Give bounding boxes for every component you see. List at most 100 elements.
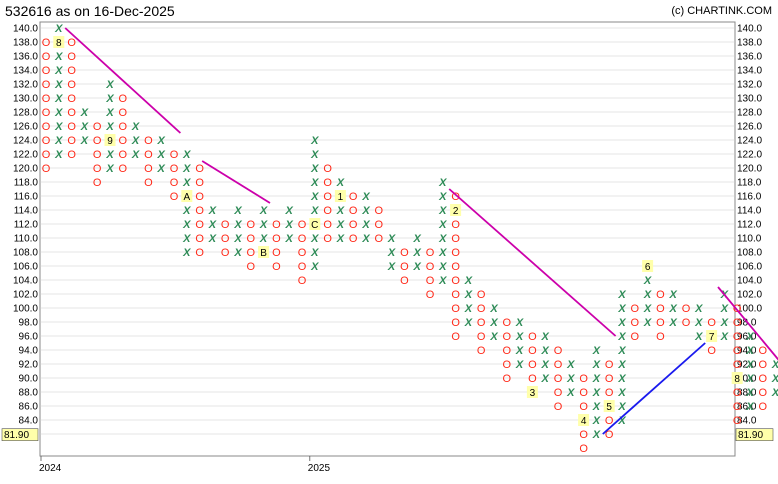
x-mark: X (694, 317, 703, 329)
o-mark: O (119, 107, 128, 119)
o-mark: O (554, 345, 563, 357)
x-mark: X (438, 261, 447, 273)
x-mark: X (489, 317, 498, 329)
x-mark: X (105, 93, 114, 105)
x-mark: X (643, 275, 652, 287)
x-mark: X (54, 23, 63, 35)
x-mark: X (105, 121, 114, 133)
o-mark: O (707, 317, 716, 329)
x-mark: X (745, 345, 754, 357)
x-mark: X (80, 107, 89, 119)
o-mark: O (67, 121, 76, 133)
o-mark: O (477, 331, 486, 343)
grid (39, 21, 736, 457)
o-mark: O (247, 261, 256, 273)
o-mark: O (426, 289, 435, 301)
x-mark: X (54, 65, 63, 77)
o-mark: O (451, 219, 460, 231)
o-mark: O (451, 247, 460, 259)
x-mark: X (157, 163, 166, 175)
o-mark: O (323, 163, 332, 175)
o-mark: O (93, 149, 102, 161)
o-mark: O (759, 387, 768, 399)
trendlines (64, 27, 778, 435)
y-tick-label-left: 96.0 (19, 332, 39, 343)
x-mark: X (310, 177, 319, 189)
o-mark: O (759, 345, 768, 357)
month-marker-box (181, 190, 193, 202)
y-tick-label-right: 140.0 (737, 24, 762, 35)
o-mark: O (42, 107, 51, 119)
o-mark: O (477, 303, 486, 315)
o-mark: O (67, 79, 76, 91)
x-mark: X (438, 219, 447, 231)
o-mark: O (298, 219, 307, 231)
x-mark: X (233, 247, 242, 259)
x-mark: X (131, 149, 140, 161)
x-mark: X (489, 303, 498, 315)
x-mark: X (617, 387, 626, 399)
last-price-box-left (1, 428, 39, 442)
x-mark: X (464, 275, 473, 287)
x-mark: X (208, 205, 217, 217)
month-marker-box (258, 246, 270, 258)
y-tick-label-left: 128.0 (13, 108, 38, 119)
x-mark: X (694, 303, 703, 315)
x-mark: X (617, 415, 626, 427)
y-tick-label-left: 124.0 (13, 136, 38, 147)
y-tick-label-left: 120.0 (13, 164, 38, 175)
x-mark: X (617, 289, 626, 301)
o-mark: O (733, 317, 742, 329)
month-marker-box (526, 386, 538, 398)
y-tick-label-left: 106.0 (13, 262, 38, 273)
x-mark: X (617, 373, 626, 385)
o-mark: O (579, 373, 588, 385)
o-mark: O (503, 373, 512, 385)
o-mark: O (759, 401, 768, 413)
o-mark: O (451, 275, 460, 287)
x-mark: X (592, 373, 601, 385)
axes: 140.0 140.0 138.0 138.0 136.0 136.0 134.0 134.0… (1, 24, 774, 474)
y-tick-label-left: 110.0 (14, 234, 39, 245)
o-mark: O (400, 275, 409, 287)
o-mark: O (119, 149, 128, 161)
o-mark: O (298, 275, 307, 287)
x-mark: X (771, 359, 778, 371)
o-mark: O (375, 233, 384, 245)
o-mark: O (272, 233, 281, 245)
x-mark: X (515, 345, 524, 357)
month-marker: 8 (734, 374, 740, 385)
o-mark: O (579, 401, 588, 413)
x-mark: X (515, 317, 524, 329)
y-tick-label-right: 108.0 (737, 248, 762, 259)
y-tick-label-left: 98.0 (19, 318, 39, 329)
x-mark: X (694, 331, 703, 343)
o-mark: O (349, 205, 358, 217)
x-mark: X (208, 219, 217, 231)
o-mark: O (605, 429, 614, 441)
x-mark: X (669, 317, 678, 329)
o-mark: O (682, 317, 691, 329)
o-mark: O (67, 51, 76, 63)
o-mark: O (195, 163, 204, 175)
month-marker: 9 (107, 136, 113, 147)
y-tick-label-right: 136.0 (737, 52, 762, 63)
month-marker-box (731, 372, 743, 384)
x-mark: X (54, 149, 63, 161)
y-tick-label-right: 86.0 (737, 402, 757, 413)
x-mark: X (208, 233, 217, 245)
o-mark: O (298, 247, 307, 259)
o-mark: O (631, 303, 640, 315)
x-mark: X (541, 331, 550, 343)
x-mark: X (413, 233, 422, 245)
x-mark: X (720, 317, 729, 329)
x-mark: X (592, 429, 601, 441)
x-mark: X (285, 205, 294, 217)
o-mark: O (451, 317, 460, 329)
x-mark: X (438, 177, 447, 189)
o-mark: O (605, 359, 614, 371)
o-mark: O (119, 163, 128, 175)
o-mark: O (554, 401, 563, 413)
o-mark: O (323, 233, 332, 245)
y-tick-label-right: 106.0 (737, 262, 762, 273)
